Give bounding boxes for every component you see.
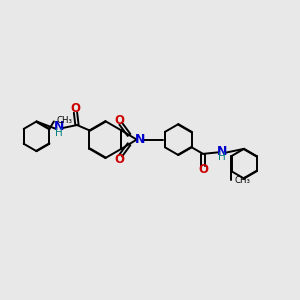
- Text: H: H: [218, 152, 226, 162]
- Text: O: O: [70, 103, 80, 116]
- Text: N: N: [54, 120, 64, 133]
- Text: H: H: [55, 128, 63, 138]
- Text: N: N: [217, 145, 227, 158]
- Text: O: O: [115, 153, 124, 166]
- Text: O: O: [115, 114, 124, 127]
- Text: N: N: [135, 133, 146, 146]
- Text: CH₃: CH₃: [235, 176, 251, 185]
- Text: CH₃: CH₃: [57, 116, 73, 125]
- Text: O: O: [198, 164, 208, 176]
